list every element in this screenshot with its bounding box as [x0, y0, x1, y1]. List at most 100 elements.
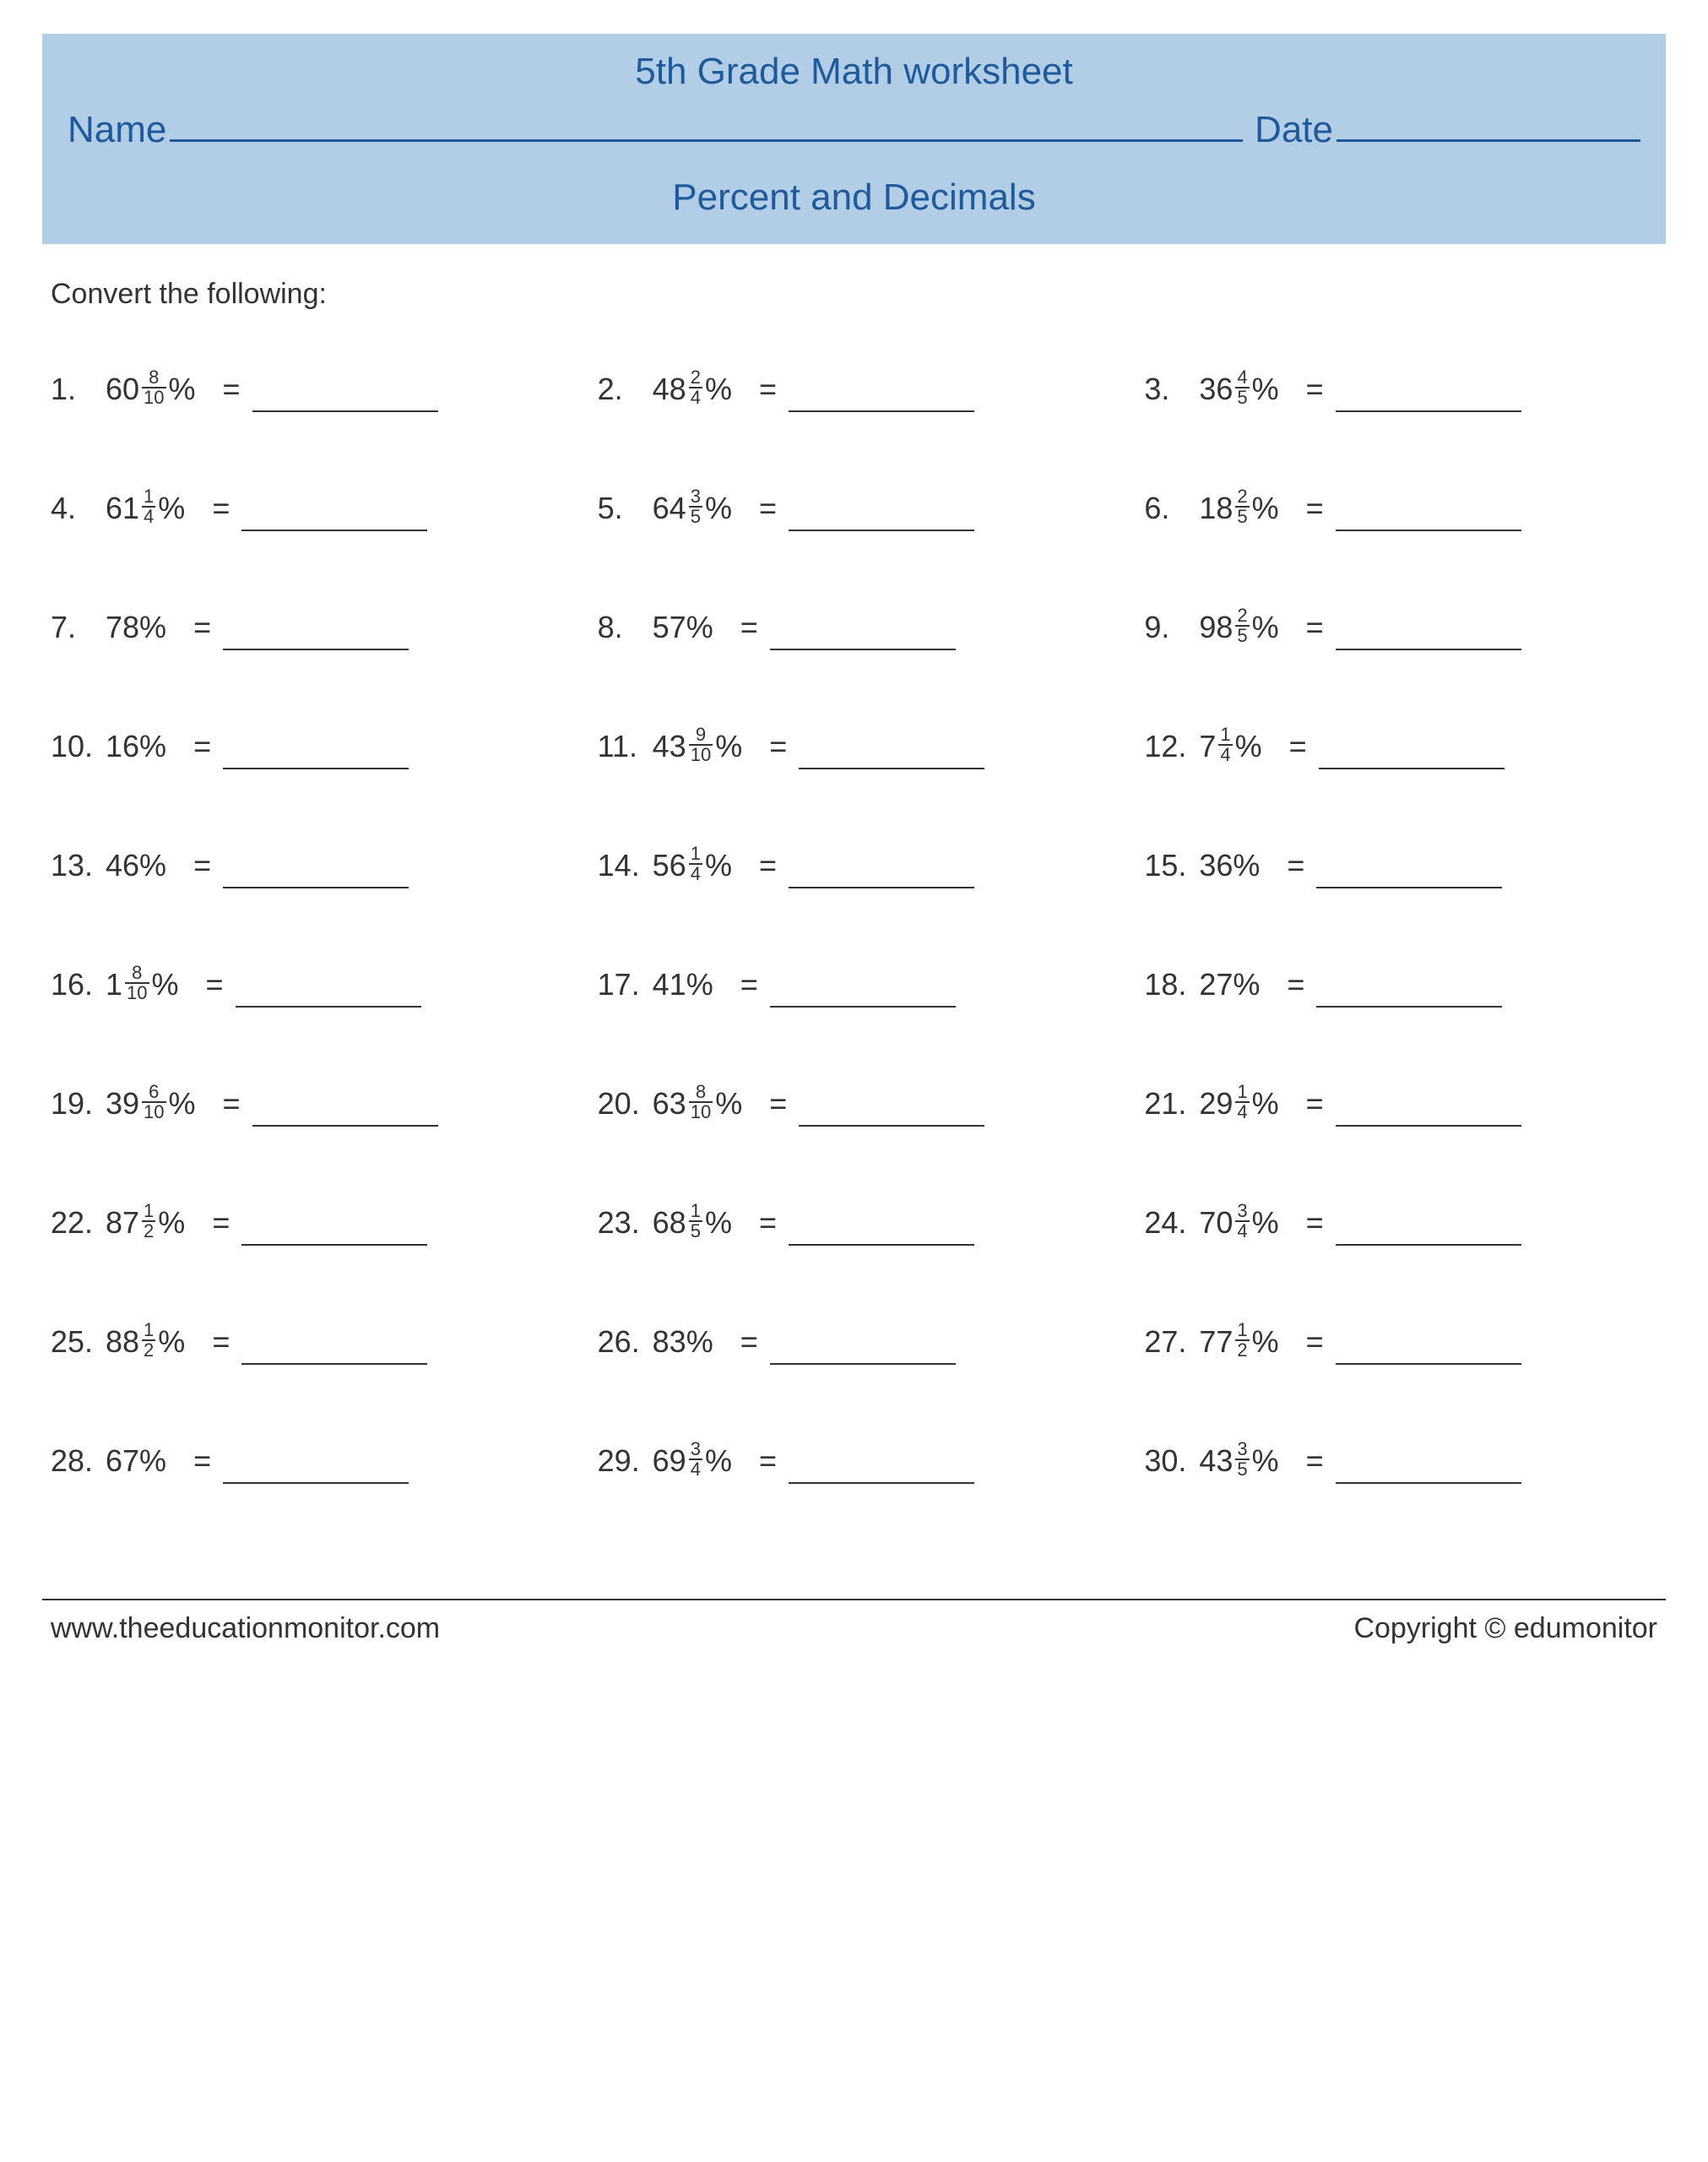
equals-sign: =	[193, 729, 211, 764]
fraction-denominator: 4	[689, 387, 702, 407]
equals-sign: =	[759, 848, 777, 883]
whole-number: 68	[653, 1205, 686, 1241]
problem-expression: 5614%	[653, 846, 732, 885]
answer-blank	[1336, 1094, 1521, 1127]
worksheet-subtitle: Percent and Decimals	[68, 177, 1640, 219]
equals-sign: =	[1306, 610, 1324, 645]
fraction: 45	[1235, 368, 1249, 407]
whole-number: 36	[1199, 848, 1233, 883]
problem-11: 11.43910%=	[598, 727, 1111, 766]
whole-number: 56	[653, 848, 686, 883]
fraction: 15	[689, 1202, 702, 1241]
answer-blank	[252, 379, 438, 413]
problem-16: 16.1810%=	[51, 965, 564, 1004]
answer-blank	[1319, 736, 1505, 770]
whole-number: 78	[106, 610, 139, 645]
fraction-numerator: 1	[689, 1202, 702, 1220]
fraction-denominator: 10	[142, 387, 165, 407]
equals-sign: =	[1287, 967, 1304, 1002]
answer-blank	[789, 379, 974, 413]
problem-number: 15.	[1144, 848, 1199, 883]
fraction: 910	[689, 725, 713, 764]
problem-2: 2.4824%=	[598, 370, 1111, 409]
whole-number: 48	[653, 372, 686, 407]
fraction-denominator: 4	[689, 863, 702, 883]
fraction-numerator: 2	[1235, 487, 1249, 506]
answer-blank	[789, 498, 974, 532]
problem-12: 12.714%=	[1144, 727, 1657, 766]
problem-expression: 9825%	[1199, 608, 1278, 647]
whole-number: 36	[1199, 372, 1233, 407]
equals-sign: =	[759, 1205, 777, 1241]
fraction: 810	[689, 1083, 713, 1122]
percent-sign: %	[715, 729, 742, 764]
equals-sign: =	[193, 1443, 211, 1479]
fraction-denominator: 4	[689, 1459, 702, 1479]
answer-blank	[223, 736, 409, 770]
answer-blank	[1336, 379, 1521, 413]
whole-number: 57	[653, 610, 686, 645]
percent-sign: %	[158, 491, 185, 526]
whole-number: 70	[1199, 1205, 1233, 1241]
equals-sign: =	[759, 1443, 777, 1479]
problem-expression: 39610%	[106, 1084, 196, 1123]
whole-number: 63	[653, 1086, 686, 1122]
answer-blank	[770, 617, 956, 651]
problem-expression: 2914%	[1199, 1084, 1278, 1123]
fraction-numerator: 6	[147, 1083, 160, 1101]
percent-sign: %	[705, 1443, 732, 1479]
fraction-denominator: 10	[689, 1101, 713, 1122]
fraction-denominator: 10	[125, 982, 149, 1002]
percent-sign: %	[686, 610, 713, 645]
worksheet-footer: www.theeducationmonitor.com Copyright © …	[42, 1599, 1666, 1679]
problem-number: 23.	[598, 1205, 653, 1241]
fraction-denominator: 10	[142, 1101, 165, 1122]
fraction: 610	[142, 1083, 165, 1122]
whole-number: 7	[1199, 729, 1216, 764]
fraction-numerator: 1	[1235, 1321, 1249, 1339]
answer-blank	[799, 1094, 984, 1127]
fraction-denominator: 4	[142, 506, 155, 526]
fraction-denominator: 5	[1235, 506, 1249, 526]
problem-number: 3.	[1144, 372, 1199, 407]
footer-copyright: Copyright © edumonitor	[1353, 1612, 1657, 1645]
percent-sign: %	[1252, 1324, 1279, 1360]
whole-number: 29	[1199, 1086, 1233, 1122]
problem-expression: 63810%	[653, 1084, 743, 1123]
problem-expression: 6114%	[106, 489, 185, 528]
equals-sign: =	[769, 1086, 787, 1122]
problem-number: 8.	[598, 610, 653, 645]
whole-number: 16	[106, 729, 139, 764]
problem-number: 26.	[598, 1324, 653, 1360]
fraction: 34	[689, 1440, 702, 1479]
equals-sign: =	[193, 848, 211, 883]
equals-sign: =	[212, 1324, 230, 1360]
whole-number: 18	[1199, 491, 1233, 526]
fraction-numerator: 3	[1235, 1202, 1249, 1220]
problem-number: 12.	[1144, 729, 1199, 764]
problem-13: 13.46%=	[51, 846, 564, 885]
fraction-numerator: 8	[147, 368, 160, 387]
fraction: 14	[142, 487, 155, 526]
problem-14: 14.5614%=	[598, 846, 1111, 885]
percent-sign: %	[152, 967, 179, 1002]
problem-number: 11.	[598, 729, 653, 764]
problem-3: 3.3645%=	[1144, 370, 1657, 409]
fraction-numerator: 2	[1235, 606, 1249, 625]
percent-sign: %	[705, 1205, 732, 1241]
date-blank-line	[1337, 108, 1640, 142]
fraction: 14	[1218, 725, 1232, 764]
problem-expression: 83%	[653, 1324, 713, 1360]
equals-sign: =	[740, 1324, 758, 1360]
percent-sign: %	[705, 848, 732, 883]
name-blank-line	[170, 108, 1243, 142]
whole-number: 43	[653, 729, 686, 764]
date-label: Date	[1255, 109, 1333, 151]
problem-24: 24.7034%=	[1144, 1203, 1657, 1242]
fraction-denominator: 10	[689, 744, 713, 764]
problem-10: 10.16%=	[51, 727, 564, 766]
answer-blank	[1336, 617, 1521, 651]
problem-expression: 714%	[1199, 727, 1261, 766]
fraction-denominator: 5	[1235, 1459, 1249, 1479]
problem-29: 29.6934%=	[598, 1442, 1111, 1480]
